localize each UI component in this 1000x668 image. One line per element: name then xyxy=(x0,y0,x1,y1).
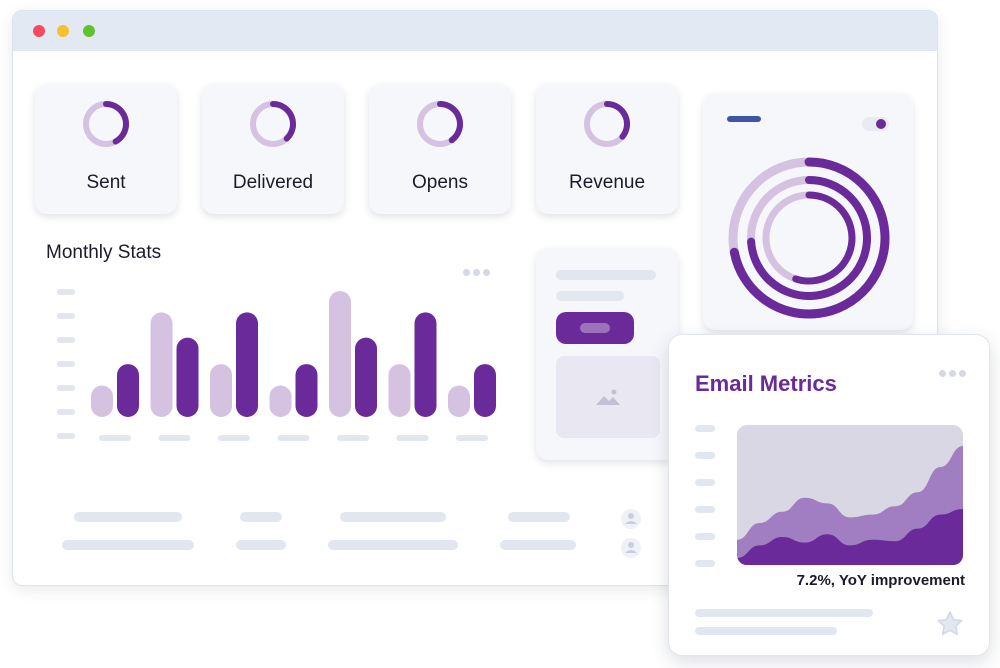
email-metrics-title: Email Metrics xyxy=(695,371,837,396)
x-tick-placeholder xyxy=(277,435,310,441)
bar-dark xyxy=(176,337,199,417)
window-titlebar xyxy=(13,11,937,51)
x-tick-placeholder xyxy=(396,435,429,441)
content-card xyxy=(536,248,678,460)
x-tick-placeholder xyxy=(456,435,488,441)
kpi-card-opens[interactable]: Opens xyxy=(369,84,511,214)
monthly-stats-bar-chart xyxy=(57,289,496,441)
donut-value-arc xyxy=(270,101,296,142)
bar-dark xyxy=(295,364,318,417)
text-placeholder xyxy=(556,291,624,301)
more-dots-icon[interactable] xyxy=(463,269,491,277)
y-tick-placeholder xyxy=(57,313,75,319)
x-tick-placeholder xyxy=(158,435,191,441)
monthly-stats-title: Monthly Stats xyxy=(46,242,162,263)
x-tick-placeholder xyxy=(99,435,131,441)
text-placeholder xyxy=(695,627,837,635)
kpi-card-revenue[interactable]: Revenue xyxy=(536,84,678,214)
more-dots-icon[interactable] xyxy=(939,370,967,378)
image-placeholder xyxy=(556,356,660,438)
bar-light xyxy=(329,291,351,417)
table-cell-placeholder xyxy=(328,540,458,550)
user-icon[interactable] xyxy=(620,537,642,559)
ring-chart-card xyxy=(703,94,913,330)
donut-value-arc xyxy=(437,101,463,144)
y-tick-placeholder xyxy=(57,433,75,439)
close-dot-icon[interactable] xyxy=(33,25,45,37)
kpi-label: Opens xyxy=(412,172,468,193)
email-metrics-card: Email Metrics 7.2%, YoY improvement xyxy=(668,334,990,656)
y-tick-placeholder xyxy=(57,409,75,415)
action-button[interactable] xyxy=(556,312,634,344)
card-header-bar xyxy=(727,116,761,122)
kpi-donut-icon xyxy=(83,101,129,147)
axis-tick-placeholder xyxy=(695,506,715,513)
axis-tick-placeholder xyxy=(695,425,715,432)
bar-dark xyxy=(474,364,496,417)
kpi-card-delivered[interactable]: Delivered xyxy=(202,84,344,214)
donut-value-arc xyxy=(103,101,129,145)
donut-value-arc xyxy=(604,101,630,140)
table-cell-placeholder xyxy=(340,512,446,522)
area-series-lower xyxy=(737,509,963,565)
star-icon[interactable] xyxy=(935,609,965,639)
text-placeholder xyxy=(556,270,656,280)
maximize-dot-icon[interactable] xyxy=(83,25,95,37)
image-icon xyxy=(596,389,620,405)
bar-light xyxy=(210,364,232,417)
button-label-placeholder xyxy=(580,323,610,333)
kpi-label: Revenue xyxy=(568,172,646,193)
toggle-icon[interactable] xyxy=(861,115,891,133)
kpi-card-sent[interactable]: Sent xyxy=(35,84,177,214)
kpi-donut-icon xyxy=(250,101,296,147)
email-metrics-area-chart xyxy=(737,425,963,565)
table-cell-placeholder xyxy=(500,540,576,550)
bar-light xyxy=(269,385,292,417)
minimize-dot-icon[interactable] xyxy=(57,25,69,37)
yoy-caption: 7.2%, YoY improvement xyxy=(796,572,965,589)
kpi-label: Delivered xyxy=(232,172,314,193)
bar-dark xyxy=(117,364,139,417)
axis-tick-placeholder xyxy=(695,452,715,459)
text-placeholder xyxy=(695,609,873,617)
bar-light xyxy=(150,312,173,417)
bar-light xyxy=(91,385,113,417)
bar-dark xyxy=(236,312,258,417)
ring-value-arc xyxy=(729,157,890,319)
y-tick-placeholder xyxy=(57,361,75,367)
user-icon[interactable] xyxy=(620,508,642,530)
axis-tick-placeholder xyxy=(695,533,715,540)
ring-value-arc xyxy=(747,176,871,300)
axis-tick-placeholder xyxy=(695,479,715,486)
x-tick-placeholder xyxy=(218,435,250,441)
kpi-donut-icon xyxy=(417,101,463,147)
bar-light xyxy=(388,364,411,417)
table-cell-placeholder xyxy=(508,512,570,522)
table-cell-placeholder xyxy=(236,540,286,550)
concentric-ring-chart xyxy=(728,157,890,319)
y-tick-placeholder xyxy=(57,289,75,295)
kpi-donut-icon xyxy=(584,101,630,147)
bar-dark xyxy=(414,312,437,417)
bar-light xyxy=(448,385,470,417)
axis-tick-placeholder xyxy=(695,560,715,567)
kpi-label: Sent xyxy=(86,172,126,193)
ring-value-arc xyxy=(792,191,856,285)
bar-dark xyxy=(355,337,377,417)
table-cell-placeholder xyxy=(240,512,282,522)
table-cell-placeholder xyxy=(62,540,194,550)
y-tick-placeholder xyxy=(57,337,75,343)
y-tick-placeholder xyxy=(57,385,75,391)
x-tick-placeholder xyxy=(337,435,369,441)
table-cell-placeholder xyxy=(74,512,182,522)
